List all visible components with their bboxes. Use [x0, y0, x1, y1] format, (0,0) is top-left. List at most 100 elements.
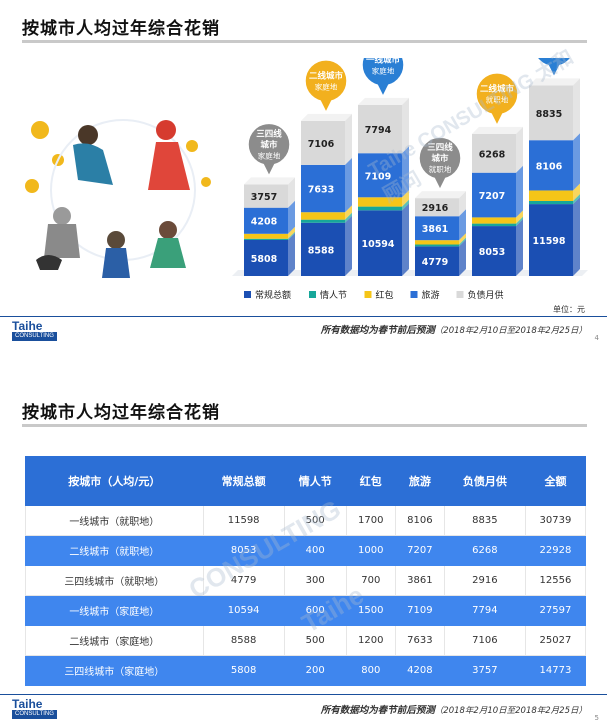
- data-label: 3861: [422, 224, 448, 235]
- bar-segment: [529, 204, 573, 276]
- footnote: 所有数据均为春节前后预测（2018年2月10日至2018年2月25日）: [320, 325, 587, 336]
- table-cell: 500: [283, 505, 347, 536]
- bar-segment-side: [345, 205, 352, 220]
- table-cell: 30739: [524, 505, 587, 536]
- bar-segment: [301, 222, 345, 276]
- table-cell: 8053: [202, 535, 285, 566]
- callout-pointer: [263, 162, 275, 175]
- table-header-row: 按城市（人均/元） 常规总额 情人节 红包 旅游 负债月供 全额: [25, 456, 587, 506]
- data-label: 8106: [536, 161, 563, 172]
- row-label-cell: 三四线城市（家庭地）: [25, 655, 204, 686]
- person-body: [73, 143, 113, 185]
- legend-label: 负债月供: [468, 289, 504, 301]
- slide-table: 按城市人均过年综合花销 按城市（人均/元） 常规总额 情人节 红包 旅游 负债月供 全额 一…: [0, 384, 607, 726]
- table-cell: 700: [345, 565, 396, 596]
- bar-segment: [415, 244, 459, 247]
- taihe-logo: Taihe CONSULTING: [12, 320, 57, 341]
- bar-segment-side: [288, 232, 295, 276]
- bar-segment: [244, 233, 288, 239]
- bar-segment: [244, 184, 288, 208]
- callout-pointer: [377, 82, 389, 95]
- data-label: 8053: [479, 247, 505, 258]
- table-cell: 12556: [524, 565, 587, 596]
- bar-segment: [358, 197, 402, 207]
- footnote: 所有数据均为春节前后预测（2018年2月10日至2018年2月25日）: [320, 705, 587, 716]
- bar-segment-side: [459, 209, 466, 241]
- bar-top-face: [244, 177, 295, 185]
- table-row: 一线城市（就职地） 11598 500 1700 8106 8835 30739: [25, 505, 587, 536]
- bar-segment-side: [288, 226, 295, 239]
- table-cell: 1200: [345, 625, 396, 656]
- data-label: 6268: [479, 149, 506, 160]
- bar-segment-side: [459, 239, 466, 276]
- callout-pointer: [548, 63, 560, 76]
- bar-top-face: [415, 191, 466, 199]
- callout-label: 城市: [431, 153, 449, 164]
- bar-segment: [472, 172, 516, 218]
- title-rule: [22, 424, 587, 427]
- bar-segment: [529, 190, 573, 201]
- table-row: 二线城市（就职地） 8053 400 1000 7207 6268 22928: [25, 535, 587, 566]
- bar-segment: [244, 239, 288, 276]
- bar-segment-side: [345, 215, 352, 276]
- bar-segment-side: [345, 157, 352, 213]
- callout-label: 家庭地: [372, 65, 395, 75]
- bar-segment: [472, 133, 516, 173]
- stacked-bar-chart: 580842083757三四线城市家庭地858876337106二线城市家庭地1…: [232, 58, 588, 301]
- bar-segment: [358, 104, 402, 154]
- bar-segment-side: [288, 177, 295, 208]
- bar-top-face: [358, 97, 409, 105]
- bar-segment: [244, 238, 288, 240]
- person-head: [156, 120, 176, 140]
- bar-top-face: [529, 78, 580, 86]
- callout-label: 家庭地: [315, 81, 338, 91]
- legend-label: 常规总额: [255, 289, 291, 301]
- table-row: 三四线城市（家庭地） 5808 200 800 4208 3757 14773: [25, 655, 587, 686]
- table-cell: 7109: [394, 595, 445, 626]
- table-cell: 7207: [394, 535, 445, 566]
- bar-segment-side: [402, 97, 409, 154]
- bar-segment: [415, 216, 459, 241]
- table-cell: 8588: [202, 625, 285, 656]
- bar-segment-side: [459, 237, 466, 247]
- data-label: 7106: [308, 139, 335, 150]
- table-header-cell: 负债月供: [443, 456, 526, 506]
- table-row: 三四线城市（就职地） 4779 300 700 3861 2916 12556: [25, 565, 587, 596]
- bar-segment-side: [402, 190, 409, 207]
- table-cell: 3757: [443, 655, 526, 686]
- table-body: 一线城市（就职地） 11598 500 1700 8106 8835 30739 二线城市（就…: [25, 505, 587, 686]
- legend-swatch: [456, 291, 464, 298]
- callout-pointer: [434, 176, 446, 189]
- slide-chart: 按城市人均过年综合花销 5808 4208 3757 三四线 城市 家庭地 8588 7633…: [0, 0, 607, 350]
- callout-pointer: [491, 111, 503, 124]
- bar-segment-side: [573, 193, 580, 205]
- callout-pointer: [320, 98, 332, 111]
- slide-title: 按城市人均过年综合花销: [22, 19, 220, 39]
- title-rule: [22, 40, 587, 43]
- data-label: 4208: [251, 217, 278, 228]
- bar-segment-side: [516, 126, 523, 173]
- bar-segment-side: [516, 219, 523, 276]
- bar-segment-side: [288, 231, 295, 240]
- bar-segment-side: [402, 146, 409, 198]
- bar-segment: [301, 212, 345, 220]
- data-label: 8835: [536, 109, 562, 120]
- callout-label: 一线城市: [366, 58, 401, 65]
- table-cell: 8835: [443, 505, 526, 536]
- bar-segment-side: [345, 212, 352, 223]
- table-cell: 7106: [443, 625, 526, 656]
- person-head: [107, 231, 125, 249]
- bar-segment-side: [402, 203, 409, 276]
- bar-segment-side: [573, 183, 580, 201]
- bar-segment-side: [288, 200, 295, 234]
- bar-segment: [244, 207, 288, 234]
- person-body: [150, 238, 186, 268]
- table-header-cell: 情人节: [283, 456, 347, 506]
- table-cell: 5808: [202, 655, 285, 686]
- table-cell: 2916: [443, 565, 526, 596]
- callout-label: 二线城市: [480, 83, 515, 94]
- table-cell: 7633: [394, 625, 445, 656]
- bar-segment: [472, 223, 516, 227]
- bar-segment: [415, 246, 459, 276]
- legend-swatch: [410, 291, 418, 298]
